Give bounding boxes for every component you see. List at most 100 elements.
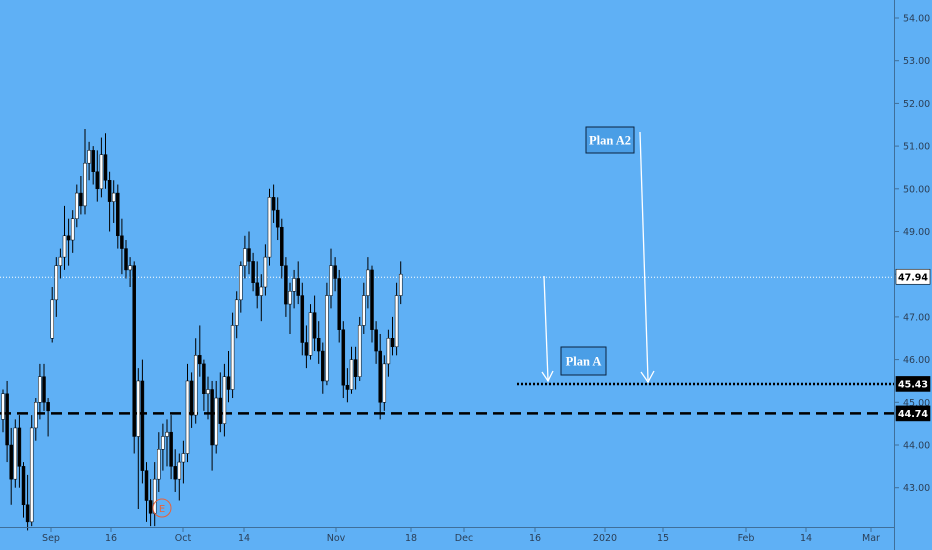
candle bbox=[38, 363, 42, 420]
candle bbox=[210, 380, 214, 471]
candle bbox=[79, 175, 83, 215]
candle bbox=[226, 351, 231, 403]
price-tick-label: 45.00 bbox=[903, 398, 930, 409]
candle-body bbox=[247, 248, 251, 262]
candle-body bbox=[329, 265, 333, 296]
candle bbox=[300, 282, 305, 356]
candle-body bbox=[284, 265, 288, 305]
candle-body bbox=[38, 376, 42, 403]
candle-body bbox=[390, 338, 395, 348]
plan-a2-box[interactable] bbox=[585, 126, 635, 154]
time-tick-label: 15 bbox=[657, 533, 669, 544]
candle-body bbox=[353, 359, 358, 377]
candle-body bbox=[362, 295, 366, 326]
candle bbox=[218, 372, 223, 433]
time-tick-label: 14 bbox=[238, 533, 250, 544]
candle-body bbox=[25, 504, 30, 523]
candle bbox=[259, 274, 264, 322]
candle bbox=[243, 235, 247, 279]
candle bbox=[95, 150, 100, 202]
candle-body bbox=[345, 384, 350, 390]
candle-body bbox=[21, 466, 26, 506]
candle-body bbox=[370, 269, 374, 330]
candle-body bbox=[128, 265, 132, 271]
candle-body bbox=[321, 350, 325, 382]
candle-body bbox=[95, 171, 100, 190]
time-tick-label: 18 bbox=[405, 533, 417, 544]
candle bbox=[189, 372, 194, 428]
candle-body bbox=[292, 278, 296, 292]
earnings-marker-label: E bbox=[159, 504, 165, 515]
candle-body bbox=[148, 500, 153, 514]
candle bbox=[304, 325, 309, 369]
candle bbox=[251, 252, 255, 292]
candle bbox=[292, 269, 296, 309]
candle-body bbox=[374, 329, 378, 352]
time-tick-label: 14 bbox=[800, 533, 812, 544]
candle bbox=[62, 205, 67, 270]
candle-body bbox=[70, 218, 75, 241]
candle bbox=[296, 261, 300, 305]
candle-body bbox=[169, 431, 173, 467]
candle bbox=[362, 282, 366, 334]
candle-body bbox=[83, 162, 87, 207]
candle bbox=[349, 346, 354, 394]
candle bbox=[120, 218, 124, 275]
candle bbox=[1, 389, 5, 433]
candle-body bbox=[13, 427, 18, 480]
candle bbox=[222, 363, 227, 437]
candle bbox=[386, 329, 391, 377]
time-tick-label: 16 bbox=[105, 533, 117, 544]
candle-body bbox=[275, 209, 280, 228]
price-label-45.43 bbox=[895, 376, 931, 392]
candle-body bbox=[111, 192, 116, 202]
candle bbox=[144, 462, 149, 522]
price-tick-label: 53.00 bbox=[903, 56, 930, 67]
candle bbox=[370, 265, 374, 343]
candle bbox=[185, 363, 190, 463]
candle bbox=[275, 197, 280, 241]
candle bbox=[374, 321, 378, 364]
price-label-text: 47.94 bbox=[898, 272, 928, 283]
candle bbox=[271, 184, 276, 223]
candle-body bbox=[79, 192, 83, 207]
candle-body bbox=[263, 256, 268, 288]
price-label-text: 45.43 bbox=[898, 379, 928, 390]
candle bbox=[29, 415, 34, 527]
candle-body bbox=[140, 380, 145, 471]
candle bbox=[345, 368, 350, 403]
candle bbox=[165, 419, 169, 467]
candle-body bbox=[386, 338, 391, 365]
candle-body bbox=[255, 282, 259, 296]
candle-body bbox=[316, 338, 321, 352]
candle bbox=[214, 380, 218, 454]
time-tick-label: Oct bbox=[175, 533, 192, 544]
plan-a2-arrow[interactable] bbox=[639, 131, 649, 381]
candle-body bbox=[333, 265, 337, 279]
candle-body bbox=[5, 393, 9, 446]
candle-body bbox=[165, 431, 169, 437]
earnings-marker[interactable] bbox=[152, 498, 172, 518]
candle bbox=[255, 261, 259, 309]
candle bbox=[206, 376, 210, 420]
candle bbox=[148, 479, 153, 527]
candle bbox=[337, 269, 341, 343]
plan-a-arrow[interactable] bbox=[543, 275, 549, 381]
candle-body bbox=[206, 389, 210, 395]
plan-a2-label: Plan A2 bbox=[589, 134, 631, 148]
candle-body bbox=[46, 402, 50, 412]
candle-body bbox=[9, 444, 13, 480]
price-tick-label: 43.00 bbox=[903, 483, 930, 494]
time-axis[interactable]: Sep 16 Oct 14 Nov 18 Dec 16 2020 15 Feb 14 Mar bbox=[42, 528, 880, 544]
candle bbox=[366, 257, 370, 309]
plan-a-box[interactable] bbox=[560, 346, 607, 376]
time-tick-label: Feb bbox=[738, 533, 755, 544]
candle bbox=[247, 231, 251, 275]
candle-body bbox=[34, 402, 38, 429]
candle bbox=[312, 295, 317, 352]
time-tick-label: Dec bbox=[455, 533, 473, 544]
candle-body bbox=[398, 273, 403, 296]
candle-body bbox=[267, 197, 272, 258]
